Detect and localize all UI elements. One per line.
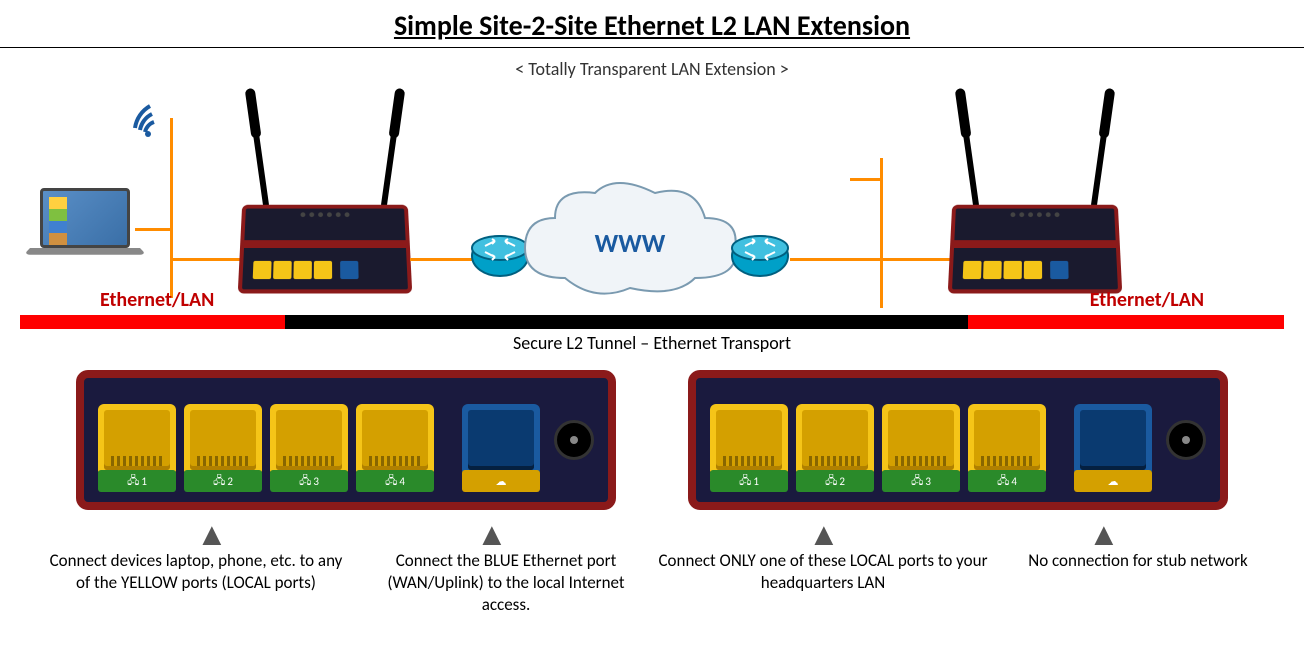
lan-port-1 (710, 404, 788, 476)
port-label-1: 🖧 1 (98, 470, 176, 492)
antenna-icon (1091, 88, 1114, 208)
wan-port-label: ☁ (1074, 470, 1152, 492)
page-title: Simple Site-2-Site Ethernet L2 LAN Exten… (0, 0, 1304, 43)
router-remote (240, 203, 410, 303)
lan-label-right: Ethernet/LAN (1090, 288, 1204, 312)
wan-link-right (790, 258, 880, 261)
lan-port-2 (184, 404, 262, 476)
lan-stub-right (850, 178, 880, 181)
port-label-4: 🖧 4 (968, 470, 1046, 492)
callout-yellow-right: Connect ONLY one of these LOCAL ports to… (658, 550, 988, 594)
transport-bar (20, 315, 1284, 329)
wan-port (462, 404, 540, 476)
bar-segment-lan-right (968, 315, 1284, 329)
bar-segment-lan-left (20, 315, 285, 329)
port-label-1: 🖧 1 (710, 470, 788, 492)
router-right-lan-link (880, 258, 955, 261)
cloud-label: WWW (595, 227, 666, 259)
antenna-icon (957, 88, 980, 208)
power-jack-icon (554, 420, 594, 460)
antenna-icon (247, 88, 270, 208)
laptop-link (135, 228, 170, 231)
lan-port-4 (968, 404, 1046, 476)
arrow-up-icon: ▲ (196, 515, 228, 554)
bar-segment-tunnel (285, 315, 968, 329)
port-label-2: 🖧 2 (184, 470, 262, 492)
port-label-3: 🖧 3 (270, 470, 348, 492)
topology-diagram: < Totally Transparent LAN Extension > (0, 48, 1304, 328)
subtitle: < Totally Transparent LAN Extension > (515, 58, 788, 80)
wan-port-label: ☁ (462, 470, 540, 492)
lan-label-left: Ethernet/LAN (100, 288, 214, 312)
port-label-3: 🖧 3 (882, 470, 960, 492)
lan-bus-left (170, 118, 173, 298)
port-label-4: 🖧 4 (356, 470, 434, 492)
lan-port-3 (882, 404, 960, 476)
laptop-icon (40, 188, 140, 260)
internet-router-icon (730, 226, 790, 286)
arrow-up-icon: ▲ (1088, 515, 1120, 554)
transport-label: Secure L2 Tunnel – Ethernet Transport (513, 332, 791, 354)
callout-blue-left: Connect the BLUE Ethernet port (WAN/Upli… (376, 550, 636, 616)
lan-port-3 (270, 404, 348, 476)
lan-port-2 (796, 404, 874, 476)
lan-port-4 (356, 404, 434, 476)
arrow-up-icon: ▲ (476, 515, 508, 554)
lan-bus-right (880, 158, 883, 308)
power-jack-icon (1166, 420, 1206, 460)
antenna-icon (381, 88, 404, 208)
rear-panel-remote: Reset 🖧 1 🖧 2 🖧 3 🖧 4 ☁ ▲ ▲ Connect devi… (76, 370, 616, 510)
rear-panel-hq: Reset 🖧 1 🖧 2 🖧 3 🖧 4 ☁ ▲ ▲ Connect ONLY… (688, 370, 1228, 510)
rear-panel-row: Reset 🖧 1 🖧 2 🖧 3 🖧 4 ☁ ▲ ▲ Connect devi… (0, 370, 1304, 510)
internet-cloud: WWW (515, 178, 745, 308)
lan-port-1 (98, 404, 176, 476)
callout-blue-right: No connection for stub network (1028, 550, 1248, 572)
port-label-2: 🖧 2 (796, 470, 874, 492)
arrow-up-icon: ▲ (808, 515, 840, 554)
router-left-lan-link (170, 258, 245, 261)
wan-port (1074, 404, 1152, 476)
callout-yellow-left: Connect devices laptop, phone, etc. to a… (46, 550, 346, 594)
